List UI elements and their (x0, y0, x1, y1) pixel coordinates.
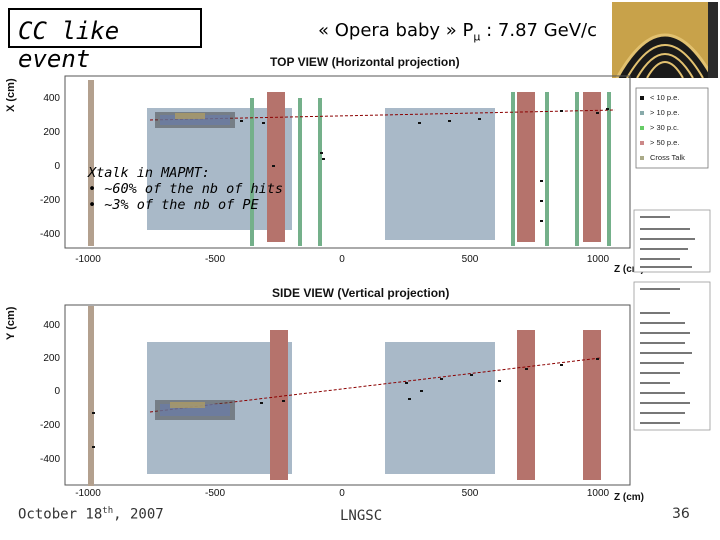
bottom-detector-box-2 (385, 342, 495, 474)
top-green-band (607, 92, 611, 246)
legend-item: > 50 p.e. (650, 138, 679, 147)
info-panel (633, 281, 711, 431)
top-green-band (298, 98, 302, 246)
bottom-ytick: 200 (43, 353, 60, 364)
bottom-ytick: -400 (40, 454, 60, 465)
top-xtick: 0 (339, 254, 345, 265)
bottom-xtick: 1000 (587, 488, 610, 499)
bottom-xtick: -1000 (75, 488, 101, 499)
legend-markers (640, 96, 644, 160)
info-panel-lines (640, 216, 695, 268)
footer-date: October 18th, 2007 (18, 506, 164, 523)
top-xtick: -500 (205, 254, 225, 265)
top-plot-frame (64, 75, 631, 249)
bottom-xlabel: Z (cm) (614, 492, 644, 503)
legend-item: < 10 p.e. (650, 93, 679, 102)
legend-item: > 30 p.c. (650, 123, 679, 132)
xtalk-note: Xtalk in MAPMT: • ~60% of the nb of hits… (88, 165, 283, 213)
top-red-band (267, 92, 285, 242)
top-green-band (545, 92, 549, 246)
bottom-red-band (517, 330, 535, 480)
top-scattered-hits (240, 108, 609, 222)
top-red-band (517, 92, 535, 242)
note-heading: Xtalk in MAPMT: (88, 165, 210, 181)
legend-box (635, 87, 709, 169)
date-prefix: October 18 (18, 506, 103, 523)
bottom-xtick: 500 (462, 488, 479, 499)
event-display: TOP VIEW (Horizontal projection) (0, 52, 720, 504)
top-ytick: -200 (40, 195, 60, 206)
top-xtick: 1000 (587, 254, 610, 265)
legend-item: > 10 p.e. (650, 108, 679, 117)
date-sup: th (102, 506, 114, 516)
footer-venue: LNGSC (340, 508, 383, 524)
header-subscript: μ (473, 30, 481, 44)
bottom-plot-frame (64, 304, 631, 486)
info-panel-lines (640, 288, 692, 424)
top-tan-band (88, 80, 94, 246)
top-xtick: -1000 (75, 254, 101, 265)
bottom-xtick: 0 (339, 488, 345, 499)
title-box: CC like event (8, 8, 202, 73)
bottom-red-band (270, 330, 288, 480)
top-ytick: 200 (43, 127, 60, 138)
top-ytick: 0 (54, 161, 60, 172)
top-green-band (318, 98, 322, 246)
note-line: • ~60% of the nb of hits (88, 181, 284, 197)
bottom-ytick: 400 (43, 320, 60, 331)
opera-thumbnail (612, 2, 718, 78)
top-plot-title: TOP VIEW (Horizontal projection) (270, 55, 460, 69)
bottom-red-band (583, 330, 601, 480)
top-xtick: 500 (462, 254, 479, 265)
bottom-plot-title: SIDE VIEW (Vertical projection) (272, 286, 449, 300)
page-number: 36 (672, 506, 690, 522)
top-ytick: 400 (43, 93, 60, 104)
bottom-ytick: 0 (54, 386, 60, 397)
bottom-ytick: -200 (40, 420, 60, 431)
bottom-tan-band (88, 306, 94, 486)
header-suffix: : 7.87 GeV/c (480, 20, 598, 41)
top-green-band (575, 92, 579, 246)
top-detector-box-2 (385, 108, 495, 240)
top-hit-cluster (155, 112, 235, 128)
info-panel (633, 209, 711, 273)
bottom-hit-cluster (155, 400, 235, 420)
top-ytick: -400 (40, 229, 60, 240)
legend-item: Cross Talk (650, 153, 685, 162)
top-xlabel: Z (cm) (614, 264, 644, 275)
event-header: « Opera baby » Pμ : 7.87 GeV/c (318, 20, 597, 44)
top-ylabel: X (cm) (5, 78, 17, 112)
bottom-scattered-hits (92, 358, 599, 448)
top-green-band (511, 92, 515, 246)
bottom-xtick: -500 (205, 488, 225, 499)
date-suffix: , 2007 (113, 506, 164, 523)
top-green-band (250, 98, 254, 246)
note-line: • ~3% of the nb of PE (88, 197, 259, 213)
bottom-ylabel: Y (cm) (5, 306, 17, 340)
top-red-band (583, 92, 601, 242)
header-prefix: « Opera baby » P (318, 20, 474, 41)
slide-title: CC like event (18, 17, 120, 73)
